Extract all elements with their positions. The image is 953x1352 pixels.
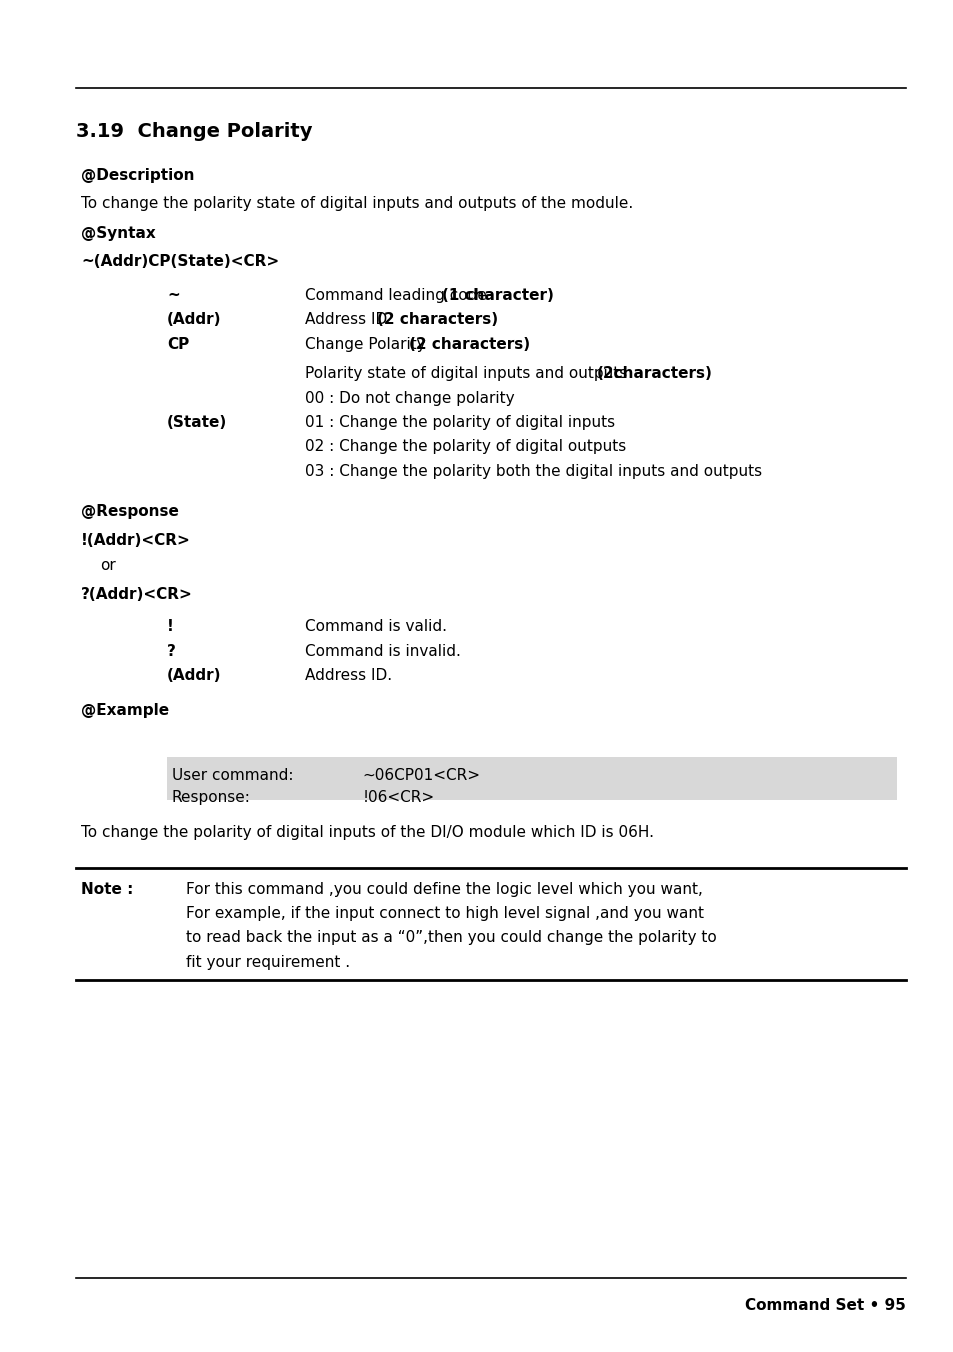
Text: (State): (State) (167, 415, 227, 430)
Text: @Syntax: @Syntax (81, 226, 155, 241)
Text: !(Addr)<CR>: !(Addr)<CR> (81, 533, 191, 548)
FancyBboxPatch shape (167, 757, 896, 800)
Text: to read back the input as a “0”,then you could change the polarity to: to read back the input as a “0”,then you… (186, 930, 716, 945)
Text: 03 : Change the polarity both the digital inputs and outputs: 03 : Change the polarity both the digita… (305, 464, 761, 479)
Text: Address ID.: Address ID. (305, 668, 392, 683)
Text: 3.19  Change Polarity: 3.19 Change Polarity (76, 122, 313, 141)
Text: Command Set • 95: Command Set • 95 (744, 1298, 905, 1313)
Text: 00 : Do not change polarity: 00 : Do not change polarity (305, 391, 515, 406)
Text: 02 : Change the polarity of digital outputs: 02 : Change the polarity of digital outp… (305, 439, 626, 454)
Text: fit your requirement .: fit your requirement . (186, 955, 350, 969)
Text: To change the polarity of digital inputs of the DI/O module which ID is 06H.: To change the polarity of digital inputs… (81, 825, 654, 840)
Text: or: or (100, 558, 116, 573)
Text: Note :: Note : (81, 882, 133, 896)
Text: ~(Addr)CP(State)<CR>: ~(Addr)CP(State)<CR> (81, 254, 279, 269)
Text: (2 characters): (2 characters) (409, 337, 530, 352)
Text: Address ID: Address ID (305, 312, 392, 327)
Text: Change Polarity: Change Polarity (305, 337, 431, 352)
Text: !: ! (167, 619, 173, 634)
Text: Command is valid.: Command is valid. (305, 619, 447, 634)
Text: ~06CP01<CR>: ~06CP01<CR> (362, 768, 480, 783)
Text: @Response: @Response (81, 504, 179, 519)
Text: @Description: @Description (81, 168, 194, 183)
Text: Response:: Response: (172, 790, 251, 804)
Text: For this command ,you could define the logic level which you want,: For this command ,you could define the l… (186, 882, 702, 896)
Text: (2characters): (2characters) (597, 366, 712, 381)
Text: Command leading code: Command leading code (305, 288, 492, 303)
Text: To change the polarity state of digital inputs and outputs of the module.: To change the polarity state of digital … (81, 196, 633, 211)
Text: (1 character): (1 character) (441, 288, 553, 303)
Text: Polarity state of digital inputs and outputs: Polarity state of digital inputs and out… (305, 366, 632, 381)
Text: CP: CP (167, 337, 189, 352)
Text: !06<CR>: !06<CR> (362, 790, 435, 804)
Text: Command is invalid.: Command is invalid. (305, 644, 460, 658)
Text: For example, if the input connect to high level signal ,and you want: For example, if the input connect to hig… (186, 906, 703, 921)
Text: ~: ~ (167, 288, 179, 303)
Text: User command:: User command: (172, 768, 293, 783)
Text: ?: ? (167, 644, 175, 658)
Text: (2 characters): (2 characters) (376, 312, 497, 327)
Text: 01 : Change the polarity of digital inputs: 01 : Change the polarity of digital inpu… (305, 415, 615, 430)
Text: ?(Addr)<CR>: ?(Addr)<CR> (81, 587, 193, 602)
Text: (Addr): (Addr) (167, 668, 221, 683)
Text: (Addr): (Addr) (167, 312, 221, 327)
Text: @Example: @Example (81, 703, 169, 718)
